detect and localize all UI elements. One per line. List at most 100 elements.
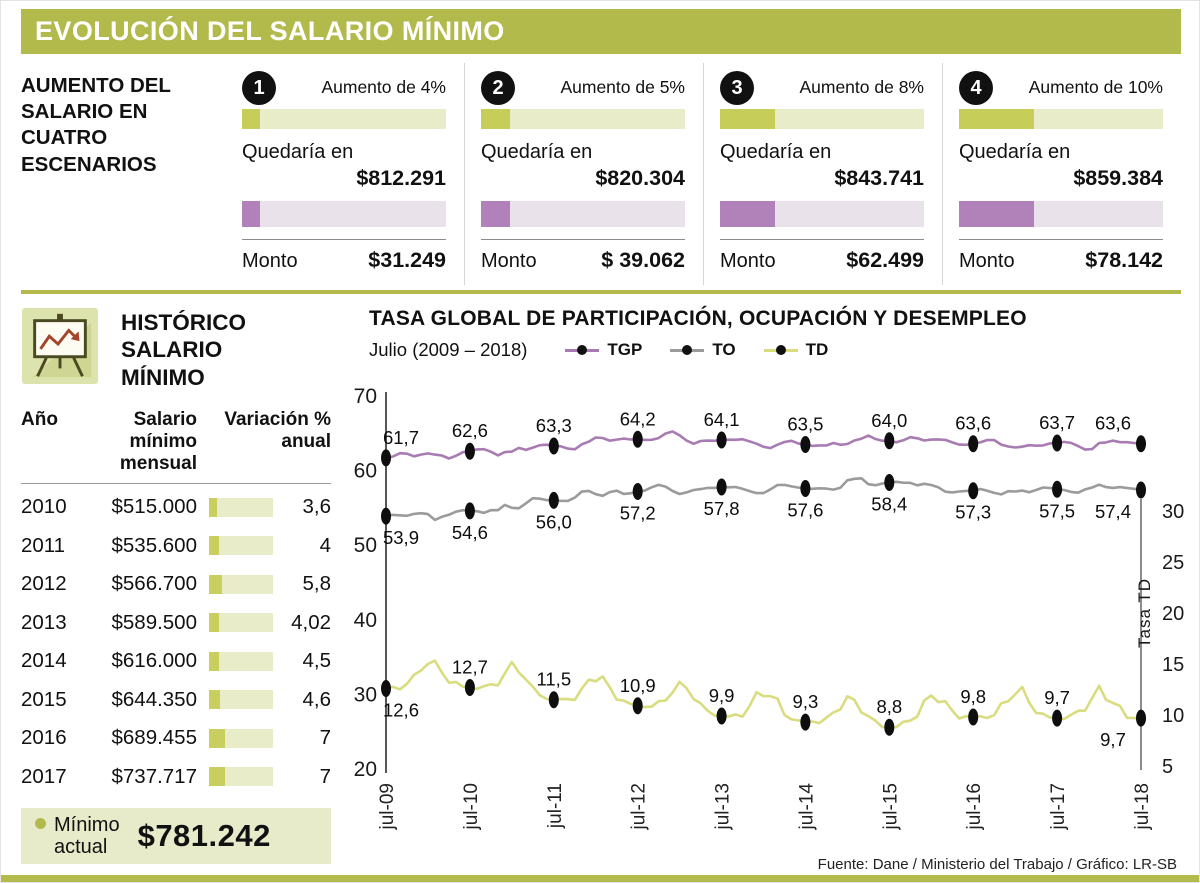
value-label-tgp: 62,6: [452, 420, 488, 441]
data-point-tgp: [884, 432, 895, 450]
x-axis-tick: jul-17: [1048, 783, 1069, 830]
row-variation-value: 4,6: [302, 687, 332, 711]
scenario-increase-bar: [481, 109, 685, 129]
row-variation-value: 5,8: [302, 572, 332, 596]
data-point-td: [884, 718, 895, 736]
monto-amount: $31.249: [368, 248, 446, 272]
scenario-increase-label: Aumento de 4%: [321, 77, 446, 97]
legend-line-marker: [670, 345, 705, 355]
value-label-to: 53,9: [383, 527, 419, 548]
quedaria-amount: $843.741: [834, 166, 924, 190]
x-axis-tick: jul-12: [629, 783, 650, 830]
row-salary: $535.600: [111, 533, 197, 557]
quedaria-label: Quedaría en: [242, 141, 354, 163]
value-label-tgp: 64,0: [871, 410, 907, 431]
scenario-number-badge: 1: [242, 71, 276, 105]
minimo-actual-label: Mínimo actual: [54, 813, 120, 859]
value-label-to: 57,6: [787, 500, 823, 521]
monto-bar-fill: [959, 201, 1035, 227]
row-salary: $737.717: [111, 764, 197, 788]
value-label-tgp: 64,2: [620, 408, 656, 429]
monto-divider: [242, 239, 446, 240]
monto-amount: $62.499: [846, 248, 924, 272]
scenario-increase-label: Aumento de 10%: [1028, 77, 1163, 97]
value-label-td: 11,5: [536, 669, 571, 690]
monto-bar: [720, 201, 924, 227]
table-row: 2010 $515.000 3,6: [21, 488, 331, 527]
row-variation-bar-fill: [209, 536, 219, 556]
row-variation-value: 4: [319, 533, 331, 557]
bullet-dot: [35, 818, 46, 830]
scenario-increase-label: Aumento de 8%: [799, 77, 924, 97]
quedaria-label: Quedaría en: [959, 141, 1071, 163]
historico-section: HISTÓRICO SALARIO MÍNIMO Año Salario mín…: [21, 307, 332, 865]
row-year: 2017: [21, 764, 67, 788]
row-variation-bar: [209, 574, 273, 594]
x-axis-tick: jul-11: [545, 783, 566, 829]
value-label-tgp: 63,7: [1039, 412, 1075, 433]
value-label-tgp: 61,7: [383, 427, 419, 448]
left-axis-tick: 20: [354, 758, 377, 781]
data-point-td: [464, 679, 475, 696]
minimo-actual-box: Mínimo actual $781.242: [21, 808, 331, 865]
monto-row: Monto $31.249: [242, 248, 446, 273]
monto-bar-fill: [720, 201, 776, 227]
data-point-to: [464, 502, 475, 520]
row-variation-bar-fill: [209, 728, 225, 748]
scenario-increase-bar-fill: [720, 109, 776, 129]
scenario-number-badge: 4: [959, 71, 993, 105]
x-axis-tick: jul-10: [461, 783, 482, 830]
quedaria-amount: $859.384: [1073, 166, 1163, 190]
row-salary: $566.700: [111, 572, 197, 596]
value-label-tgp: 64,1: [704, 409, 740, 430]
row-variation-bar-fill: [209, 690, 220, 710]
scenario-increase-bar-fill: [481, 109, 510, 129]
scenario-increase-bar-fill: [242, 109, 261, 129]
table-row: 2014 $616.000 4,5: [21, 642, 331, 681]
data-point-td: [1136, 709, 1146, 727]
row-variation-bar-fill: [209, 574, 223, 594]
row-variation-bar: [209, 497, 273, 517]
table-row: 2013 $589.500 4,02: [21, 604, 331, 643]
chart-subtitle-row: Julio (2009 – 2018) TGP TO: [369, 339, 1194, 361]
scenario-panel: 1 Aumento de 4% Quedaría en $812.291 Mon…: [226, 63, 464, 285]
value-label-tgp: 63,6: [955, 413, 991, 434]
data-point-tgp: [381, 449, 391, 467]
x-axis-tick: jul-15: [880, 783, 901, 830]
title-bar: EVOLUCIÓN DEL SALARIO MÍNIMO: [21, 9, 1181, 54]
x-axis-tick: jul-13: [713, 783, 734, 830]
monto-label: Monto: [481, 250, 537, 272]
row-variation-bar: [209, 613, 273, 633]
left-axis-tick: 30: [354, 683, 377, 706]
left-axis-tick: 60: [354, 460, 377, 483]
value-label-tgp: 63,5: [787, 414, 823, 435]
data-point-to: [381, 507, 391, 525]
data-point-to: [884, 474, 895, 491]
right-axis-tick: 30: [1162, 501, 1184, 523]
row-salary: $689.455: [111, 726, 197, 750]
data-point-td: [968, 708, 979, 726]
monto-bar: [242, 201, 446, 227]
row-salary: $616.000: [111, 649, 197, 673]
data-point-tgp: [716, 431, 727, 449]
data-point-td: [800, 713, 811, 731]
scenario-increase-bar: [242, 109, 446, 129]
monto-bar: [959, 201, 1163, 227]
data-point-to: [1136, 481, 1146, 499]
series-line-to: [384, 477, 1143, 522]
scenarios-heading: AUMENTO DEL SALARIO EN CUATRO ESCENARIOS: [21, 74, 171, 176]
legend-label: TGP: [607, 340, 643, 359]
scenario-number-badge: 3: [720, 71, 754, 105]
monto-divider: [959, 239, 1163, 240]
legend-dot-icon: [682, 345, 693, 355]
data-point-tgp: [632, 430, 643, 448]
value-label-to: 58,4: [871, 494, 907, 515]
col-year-header: Año: [21, 409, 58, 430]
monto-row: Monto $78.142: [959, 248, 1163, 273]
data-point-td: [548, 691, 559, 709]
monto-bar-fill: [242, 201, 261, 227]
historico-title: HISTÓRICO SALARIO MÍNIMO: [121, 310, 247, 390]
scenario-panel: 4 Aumento de 10% Quedaría en $859.384 Mo…: [942, 63, 1181, 285]
scenario-panels: 1 Aumento de 4% Quedaría en $812.291 Mon…: [226, 63, 1181, 285]
row-salary: $644.350: [111, 687, 197, 711]
